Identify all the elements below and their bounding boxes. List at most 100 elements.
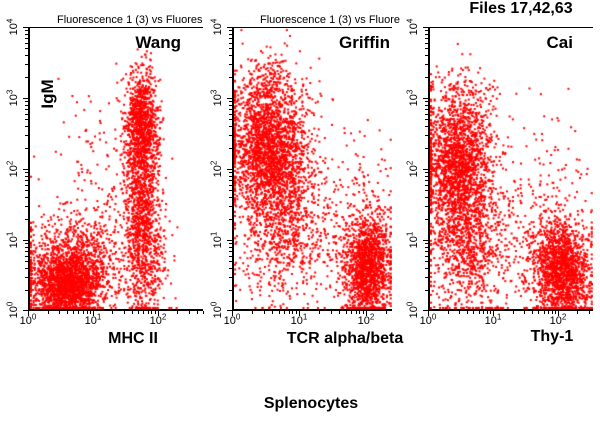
axis-tick (124, 311, 125, 314)
axis-tick (90, 311, 91, 314)
axis-tick (25, 277, 28, 278)
axis-tick (143, 311, 144, 314)
axis-tick (425, 30, 428, 31)
axis-tick (473, 311, 474, 314)
axis-tick (552, 311, 553, 314)
axis-tick (296, 311, 297, 314)
axis-tick (425, 197, 428, 198)
axis-tick (425, 172, 428, 173)
axis-tick (151, 311, 152, 314)
axis-tick (227, 98, 232, 99)
axis-tick (229, 206, 232, 207)
axis-tick (25, 135, 28, 136)
y-tick-label: 100 (209, 301, 224, 319)
figure-caption-splenocytes: Splenocytes (263, 395, 359, 412)
x-tick-label: 101 (84, 312, 102, 327)
axis-tick (25, 48, 28, 49)
axis-tick (25, 185, 28, 186)
axis-tick (25, 43, 28, 44)
axis-tick (425, 101, 428, 102)
axis-tick (25, 126, 28, 127)
axis-tick (25, 148, 28, 149)
axis-tick (289, 311, 290, 314)
y-tick-label: 102 (5, 160, 20, 178)
x-tick-label: 102 (149, 312, 167, 327)
plot-area-griffin (232, 27, 392, 311)
axis-tick (483, 311, 484, 314)
axis-tick (25, 206, 28, 207)
axis-tick (229, 114, 232, 115)
axis-tick (25, 77, 28, 78)
axis-tick (229, 135, 232, 136)
axis-tick (229, 190, 232, 191)
axis-tick (25, 256, 28, 257)
axis-tick (532, 311, 533, 314)
axis-tick (155, 311, 156, 314)
axis-tick (87, 311, 88, 314)
axis-tick (425, 109, 428, 110)
y-tick-label: 101 (5, 231, 20, 249)
axis-tick (339, 311, 340, 314)
axis-tick (132, 311, 133, 314)
axis-tick (229, 243, 232, 244)
axis-tick (227, 310, 232, 311)
axis-tick (425, 219, 428, 220)
y-tick-label: 101 (209, 231, 224, 249)
axis-tick (425, 176, 428, 177)
axis-tick (490, 311, 491, 314)
axis-tick (232, 311, 233, 316)
axis-tick (23, 98, 28, 99)
axis-tick (467, 311, 468, 314)
axis-tick (425, 135, 428, 136)
axis-tick (555, 311, 556, 314)
scatter-dots-griffin (234, 28, 392, 309)
axis-tick (459, 311, 460, 314)
axis-tick (425, 180, 428, 181)
axis-tick (264, 311, 265, 314)
axis-tick (425, 148, 428, 149)
axis-tick (25, 34, 28, 35)
plot-area-cai (428, 27, 593, 311)
axis-tick (229, 77, 232, 78)
y-tick-label: 102 (405, 160, 420, 178)
axis-tick (93, 311, 94, 316)
axis-tick (25, 38, 28, 39)
axis-tick (23, 310, 28, 311)
axis-tick (25, 180, 28, 181)
axis-tick (197, 311, 198, 314)
axis-tick (229, 34, 232, 35)
axis-tick (229, 247, 232, 248)
x-tick-label: 102 (357, 312, 375, 327)
axis-tick (148, 311, 149, 314)
axis-tick (272, 311, 273, 314)
axis-tick (229, 172, 232, 173)
axis-tick (67, 311, 68, 314)
axis-tick (25, 290, 28, 291)
axis-tick (229, 105, 232, 106)
plot-area-wang (28, 27, 203, 311)
axis-tick (25, 247, 28, 248)
axis-tick (229, 101, 232, 102)
y-tick-label: 102 (209, 160, 224, 178)
axis-tick (425, 251, 428, 252)
y-tick-label: 104 (5, 18, 20, 36)
axis-tick (229, 180, 232, 181)
axis-tick (138, 311, 139, 314)
axis-tick (25, 105, 28, 106)
x-tick-label: 102 (549, 312, 567, 327)
axis-tick (386, 311, 387, 314)
x-axis-label-mhc2: MHC II (108, 330, 158, 347)
axis-tick (229, 43, 232, 44)
axis-tick (25, 55, 28, 56)
axis-tick (425, 55, 428, 56)
axis-tick (25, 176, 28, 177)
axis-tick (229, 30, 232, 31)
axis-tick (189, 311, 190, 314)
axis-tick (319, 311, 320, 314)
axis-tick (229, 290, 232, 291)
axis-tick (423, 240, 428, 241)
y-tick-label: 103 (405, 89, 420, 107)
axis-tick (425, 77, 428, 78)
axis-tick (73, 311, 74, 314)
